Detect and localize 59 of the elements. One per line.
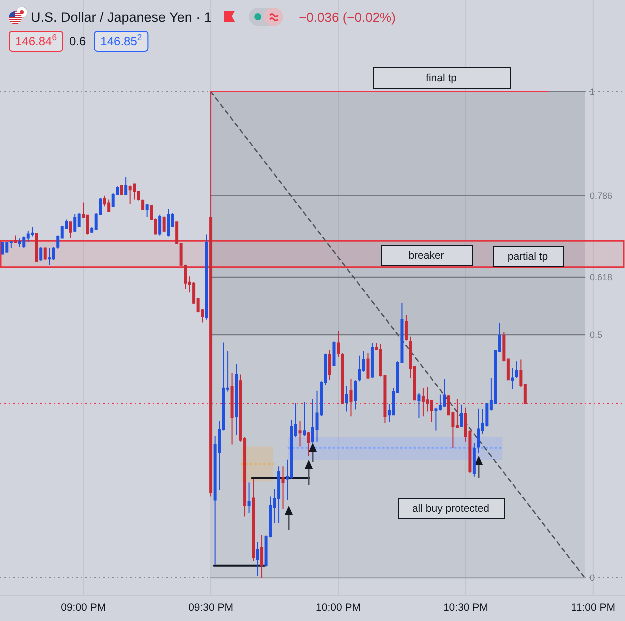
candlestick [303,402,306,437]
annotation: 146.85$^{2}$ [100,32,142,48]
candlestick [14,235,18,244]
candlestick [354,380,357,410]
candlestick [515,361,518,379]
candlestick [133,183,136,200]
candlestick [74,214,77,233]
candlestick [278,466,281,524]
candlestick [252,478,256,562]
candlestick [350,378,353,418]
candlestick [48,248,52,266]
candlestick [472,442,476,478]
y-tick-label: 1 [590,86,596,97]
x-tick-label: 11:00 PM [571,602,616,614]
x-tick-label: 10:30 PM [443,602,488,614]
y-tick-label: 0.786 [590,190,613,201]
candlestick [167,208,170,238]
candlestick [298,420,302,448]
candlestick [511,368,514,390]
candlestick [18,238,22,248]
candlestick [443,378,446,408]
annotation: 146.84$^{6}$ [16,32,58,48]
candlestick [108,199,111,212]
candlestick [128,185,132,205]
candlestick [418,392,421,419]
candlestick [146,204,149,218]
y-tick-label: 0.5 [590,330,603,340]
candlestick [460,404,464,428]
candlestick [260,534,264,578]
candlestick [307,432,310,457]
candlestick [230,372,234,446]
y-tick-label: 0 [590,572,596,583]
candlestick [328,350,332,381]
candlestick [477,408,480,454]
candlestick [69,221,72,239]
candlestick [404,314,408,342]
candlestick [124,176,128,196]
annotation: final tp [426,72,458,84]
x-tick-label: 09:00 PM [61,602,106,614]
annotation: all buy protected [412,503,490,515]
candlestick [358,355,362,382]
candlestick [6,242,9,254]
annotation: 0.6 [70,34,87,48]
candlestick [256,542,260,578]
candlestick [248,482,251,514]
candlestick [235,364,238,436]
annotation: partial tp [508,251,548,263]
x-tick-label: 10:00 PM [316,602,361,614]
text: U.S. Dollar / Japanese Yen · 1 [31,10,212,25]
candlestick [337,331,340,358]
candlestick [282,466,285,510]
y-tick-label: 0.618 [590,272,613,283]
candlestick [366,352,370,380]
candlestick [422,388,425,418]
candlestick [120,184,124,196]
candlestick [345,385,348,412]
x-tick-label: 09:30 PM [188,602,234,614]
annotation: breaker [408,250,445,262]
text: −0.036 (−0.02%) [299,10,396,25]
